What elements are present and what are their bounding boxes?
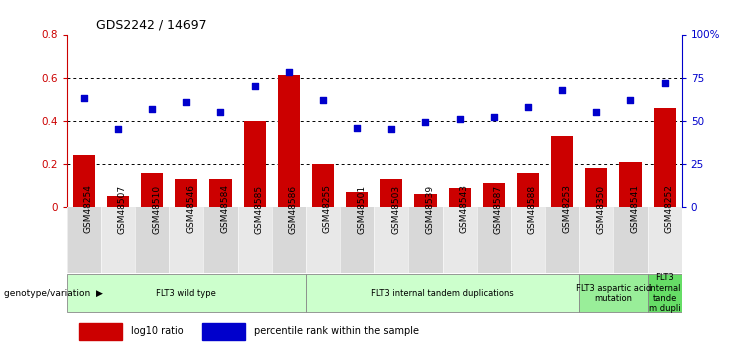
Point — [556, 87, 568, 92]
Text: GSM48585: GSM48585 — [255, 185, 264, 234]
Bar — [202, 323, 245, 340]
Text: FLT3 internal tandem duplications: FLT3 internal tandem duplications — [371, 289, 514, 298]
Bar — [517, 172, 539, 207]
Text: log10 ratio: log10 ratio — [131, 326, 184, 336]
Point — [522, 104, 534, 110]
Point — [453, 116, 465, 122]
Text: GSM48254: GSM48254 — [84, 185, 93, 234]
Bar — [175, 179, 197, 207]
Bar — [346, 192, 368, 207]
Text: GSM48507: GSM48507 — [118, 185, 127, 234]
Bar — [579, 274, 648, 312]
Bar — [169, 207, 203, 273]
Point — [283, 70, 295, 75]
Bar — [306, 207, 340, 273]
Bar — [545, 207, 579, 273]
Bar — [272, 207, 306, 273]
Text: GSM48587: GSM48587 — [494, 185, 503, 234]
Bar — [73, 155, 95, 207]
Text: FLT3 aspartic acid
mutation: FLT3 aspartic acid mutation — [576, 284, 651, 303]
Text: GDS2242 / 14697: GDS2242 / 14697 — [96, 18, 207, 31]
Bar — [340, 207, 374, 273]
Point — [112, 127, 124, 132]
Text: FLT3 wild type: FLT3 wild type — [156, 289, 216, 298]
Bar — [380, 179, 402, 207]
Bar — [614, 207, 648, 273]
Bar — [238, 207, 272, 273]
Bar — [648, 207, 682, 273]
Text: GSM48543: GSM48543 — [459, 185, 468, 234]
Bar — [482, 183, 505, 207]
Text: GSM48541: GSM48541 — [631, 185, 639, 234]
Text: GSM48255: GSM48255 — [323, 185, 332, 234]
Bar — [648, 274, 682, 312]
Text: GSM48546: GSM48546 — [186, 185, 196, 234]
Point — [146, 106, 158, 111]
Bar — [306, 274, 579, 312]
Text: FLT3
internal
tande
m dupli: FLT3 internal tande m dupli — [648, 273, 681, 313]
Bar — [67, 274, 306, 312]
Bar — [312, 164, 334, 207]
Text: GSM48586: GSM48586 — [289, 185, 298, 234]
Text: GSM48253: GSM48253 — [562, 185, 571, 234]
Bar — [107, 196, 129, 207]
Text: GSM48503: GSM48503 — [391, 185, 400, 234]
Point — [317, 97, 329, 103]
Text: GSM48350: GSM48350 — [597, 185, 605, 234]
Text: GSM48501: GSM48501 — [357, 185, 366, 234]
Bar — [244, 121, 266, 207]
Bar — [654, 108, 676, 207]
Point — [625, 97, 637, 103]
Bar — [414, 194, 436, 207]
Point — [351, 125, 363, 130]
Bar — [585, 168, 608, 207]
Bar — [448, 188, 471, 207]
Bar — [101, 207, 135, 273]
Bar — [79, 323, 122, 340]
Text: GSM48588: GSM48588 — [528, 185, 537, 234]
Point — [659, 80, 671, 86]
Bar — [579, 207, 614, 273]
Bar — [619, 162, 642, 207]
Bar — [141, 172, 163, 207]
Text: GSM48252: GSM48252 — [665, 185, 674, 234]
Bar — [551, 136, 574, 207]
Text: GSM48539: GSM48539 — [425, 185, 434, 234]
Bar — [278, 76, 300, 207]
Point — [419, 120, 431, 125]
Point — [591, 109, 602, 115]
Bar — [67, 207, 101, 273]
Bar — [408, 207, 442, 273]
Bar — [210, 179, 231, 207]
Point — [488, 115, 499, 120]
Bar — [374, 207, 408, 273]
Bar — [511, 207, 545, 273]
Point — [180, 99, 192, 105]
Point — [78, 96, 90, 101]
Text: genotype/variation  ▶: genotype/variation ▶ — [4, 289, 102, 298]
Point — [249, 83, 261, 89]
Point — [215, 109, 227, 115]
Bar — [203, 207, 238, 273]
Text: percentile rank within the sample: percentile rank within the sample — [254, 326, 419, 336]
Bar — [135, 207, 169, 273]
Text: GSM48510: GSM48510 — [152, 185, 161, 234]
Point — [385, 127, 397, 132]
Bar — [476, 207, 511, 273]
Bar — [442, 207, 476, 273]
Text: GSM48584: GSM48584 — [221, 185, 230, 234]
